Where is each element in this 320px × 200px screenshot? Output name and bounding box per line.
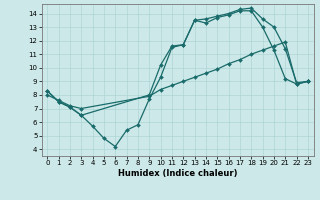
X-axis label: Humidex (Indice chaleur): Humidex (Indice chaleur)	[118, 169, 237, 178]
